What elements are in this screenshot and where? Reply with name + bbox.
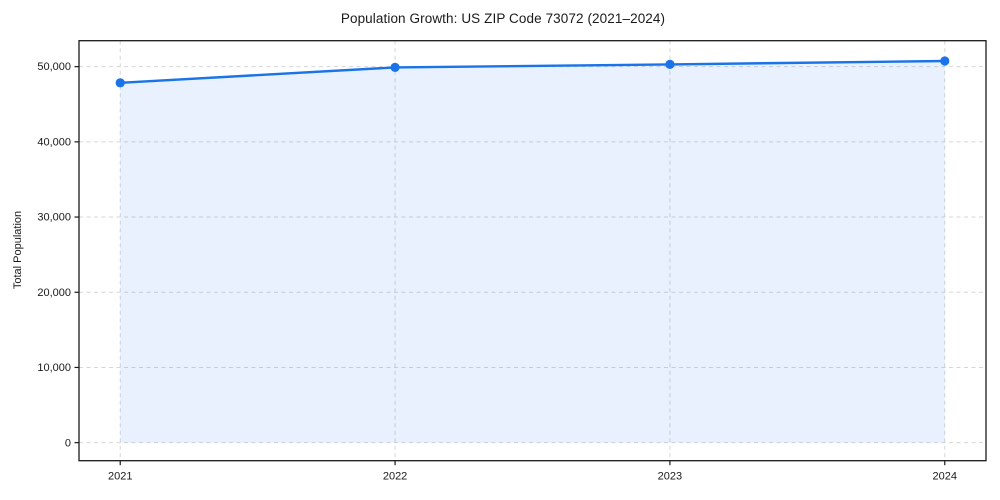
series-area (120, 61, 945, 443)
y-tick-label: 50,000 (37, 61, 71, 73)
y-tick-label: 40,000 (37, 136, 71, 148)
axes-box (78, 40, 987, 462)
x-tick-label: 2021 (108, 471, 132, 483)
y-tick-label: 10,000 (37, 362, 71, 374)
y-tick-label: 0 (65, 437, 71, 449)
x-tick-label: 2022 (383, 471, 407, 483)
data-point-marker (940, 56, 950, 66)
y-tick-label: 30,000 (37, 212, 71, 224)
data-point-marker (665, 59, 675, 69)
chart-title: Population Growth: US ZIP Code 73072 (20… (340, 11, 666, 26)
x-tick-label: 2023 (658, 471, 682, 483)
series-line (118, 59, 946, 85)
data-point-marker (390, 62, 400, 72)
data-point-marker (115, 78, 125, 88)
x-tick-label: 2024 (933, 471, 957, 483)
y-tick-label: 20,000 (37, 287, 71, 299)
